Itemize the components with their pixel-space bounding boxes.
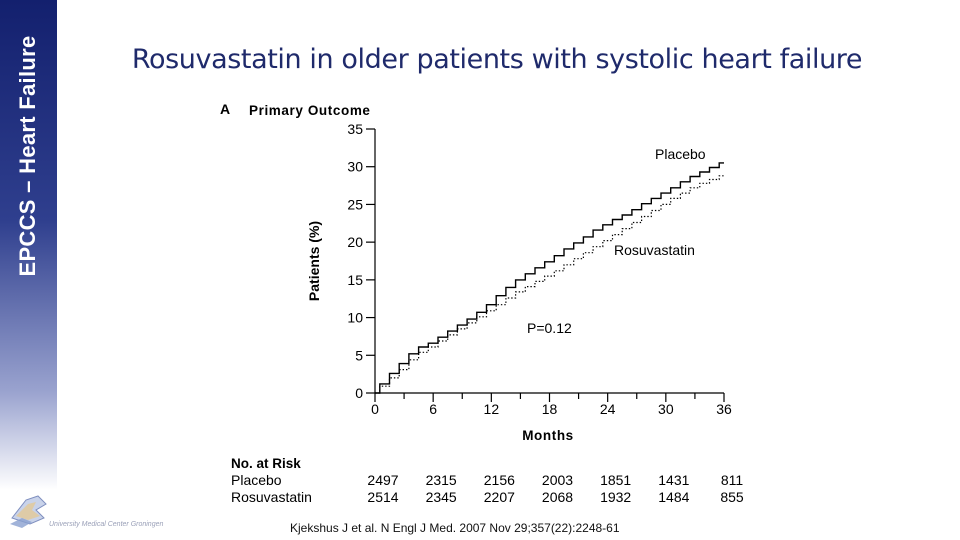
risk-table-values: 2497 2315 2156 2003 1851 1431 811 2514 2345 2207 2…	[367, 472, 743, 505]
risk-table-cell: 2207	[484, 489, 515, 505]
umcg-logo-icon	[10, 495, 47, 528]
risk-table-cell: 1431	[658, 472, 689, 488]
risk-row-label: Rosuvastatin	[231, 489, 312, 505]
risk-table-cell: 2156	[484, 472, 515, 488]
risk-table-cell: 2497	[367, 472, 398, 488]
y-tick-label: 20	[347, 234, 363, 250]
risk-table-cell: 1851	[600, 472, 631, 488]
citation: Kjekshus J et al. N Engl J Med. 2007 Nov…	[290, 521, 620, 535]
risk-table-cell: 2315	[426, 472, 457, 488]
sidebar-band: EPCCS – Heart Failure	[0, 0, 57, 490]
risk-table-cell: 2068	[542, 489, 573, 505]
x-tick-label: 18	[542, 401, 558, 417]
risk-table-cell: 2003	[542, 472, 573, 488]
risk-table-cell: 2345	[426, 489, 457, 505]
x-tick-label: 12	[484, 401, 500, 417]
x-ticks: 0 6 12 18 24 30 36	[371, 393, 732, 417]
y-tick-label: 35	[347, 121, 363, 137]
y-tick-label: 0	[355, 385, 363, 401]
x-axis-label: Months	[522, 428, 574, 443]
series-label-placebo: Placebo	[655, 146, 706, 162]
chart-title: Primary Outcome	[249, 103, 371, 118]
series-line-placebo	[375, 162, 724, 394]
y-tick-label: 5	[355, 347, 363, 363]
p-value-annotation: P=0.12	[527, 320, 572, 336]
risk-table-cell: 1484	[658, 489, 689, 505]
chart-figure: A Primary Outcome 0 5 10 15 20 25 30 35 0 6 12 18 2…	[218, 98, 750, 512]
risk-table-cell: 811	[721, 472, 744, 488]
risk-table-cell: 2514	[367, 489, 398, 505]
y-axis-label: Patients (%)	[306, 221, 322, 301]
risk-row-label: Placebo	[231, 472, 282, 488]
x-tick-label: 36	[716, 401, 732, 417]
chart-svg: A Primary Outcome 0 5 10 15 20 25 30 35 0 6 12 18 2…	[220, 101, 744, 505]
logo-text: University Medical Center Groningen	[49, 521, 164, 528]
y-ticks: 0 5 10 15 20 25 30 35	[347, 121, 375, 401]
y-tick-label: 30	[347, 159, 363, 175]
x-tick-label: 6	[429, 401, 437, 417]
y-tick-label: 10	[347, 310, 363, 326]
x-tick-label: 30	[658, 401, 674, 417]
series-label-rosuvastatin: Rosuvastatin	[614, 242, 695, 258]
x-tick-label: 0	[371, 401, 379, 417]
risk-table-cell: 855	[720, 489, 744, 505]
y-tick-label: 25	[347, 196, 363, 212]
y-tick-label: 15	[347, 272, 363, 288]
slide-title: Rosuvastatin in older patients with syst…	[131, 44, 863, 75]
risk-table-cell: 1932	[600, 489, 631, 505]
risk-table-title: No. at Risk	[231, 456, 301, 471]
x-tick-label: 24	[600, 401, 616, 417]
series-line-rosuvastatin	[375, 175, 724, 394]
panel-letter: A	[220, 101, 230, 117]
